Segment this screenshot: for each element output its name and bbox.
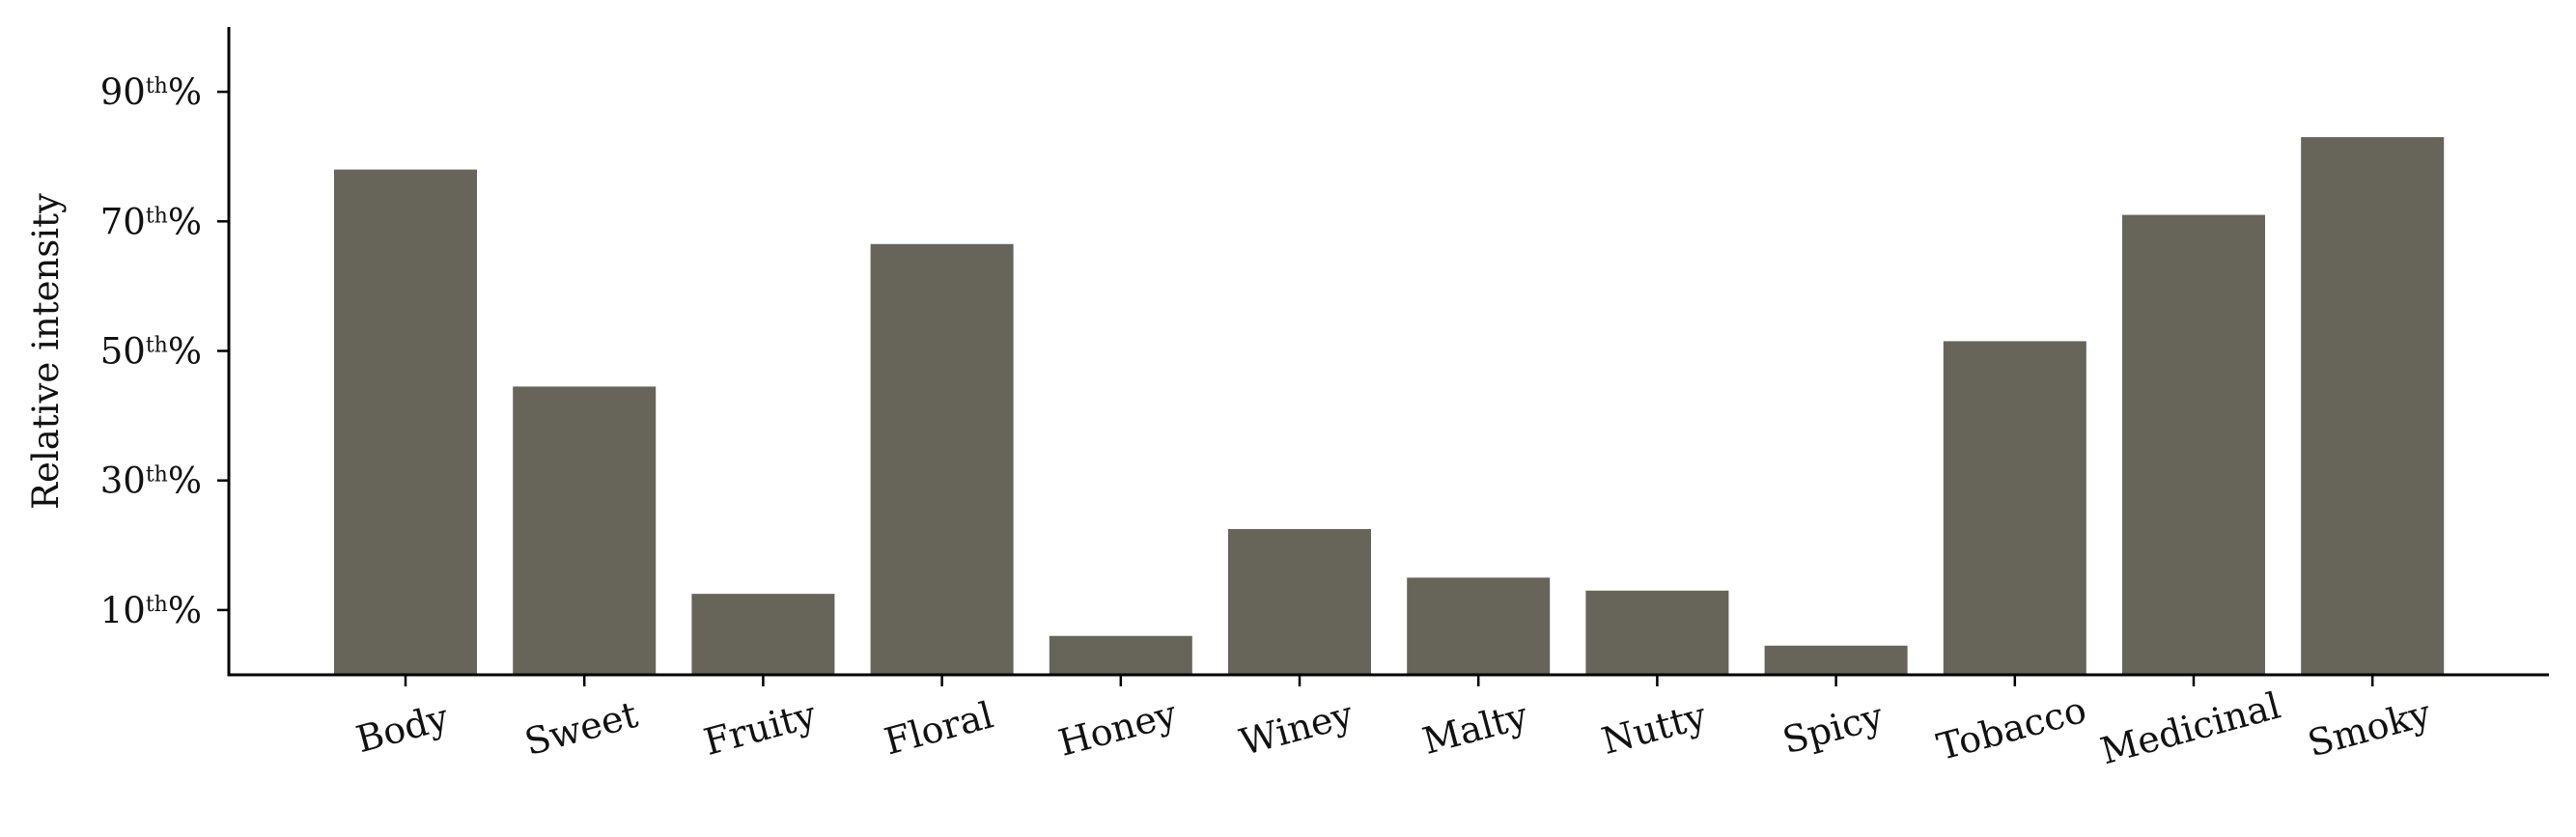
bar-sweet [513, 386, 657, 675]
x-tick-label: Spicy [1778, 694, 1889, 762]
bars [334, 137, 2445, 675]
x-tick-label: Body [351, 696, 453, 762]
bar-floral [870, 243, 1014, 675]
y-tick-label: 70th% [100, 201, 202, 242]
x-tick-label: Floral [880, 693, 997, 763]
bar-medicinal [2122, 214, 2265, 675]
y-tick-label: 90th% [100, 71, 202, 113]
x-tick-label: Sweet [520, 693, 642, 764]
bar-spicy [1764, 645, 1908, 675]
bar-winey [1228, 529, 1371, 675]
x-tick-label: Honey [1054, 692, 1182, 765]
x-tick-label: Malty [1418, 694, 1533, 763]
x-tick-label: Fruity [699, 693, 821, 764]
bar-tobacco [1943, 341, 2086, 675]
x-tick-label: Winey [1235, 693, 1358, 764]
y-tick-label: 50th% [100, 331, 202, 373]
y-tick-label: 10th% [100, 590, 202, 631]
bar-body [334, 169, 477, 675]
x-tick-label: Medicinal [2096, 684, 2284, 773]
bar-fruity [691, 594, 835, 675]
y-axis-ticks: 10th% 30th% 50th% 70th% 90th% [100, 71, 229, 631]
x-axis-ticks: Body Sweet Fruity Floral Honey Winey Malty Nutt… [351, 675, 2436, 773]
bar-malty [1407, 577, 1551, 675]
bar-honey [1049, 635, 1192, 675]
bar-smoky [2301, 137, 2445, 675]
y-axis-label: Relative intensity [25, 193, 67, 510]
y-tick-label: 30th% [100, 460, 202, 502]
x-tick-label: Smoky [2304, 691, 2436, 765]
bar-nutty [1585, 590, 1729, 675]
x-tick-label: Nutty [1597, 694, 1711, 763]
x-tick-label: Tobacco [1933, 688, 2091, 768]
